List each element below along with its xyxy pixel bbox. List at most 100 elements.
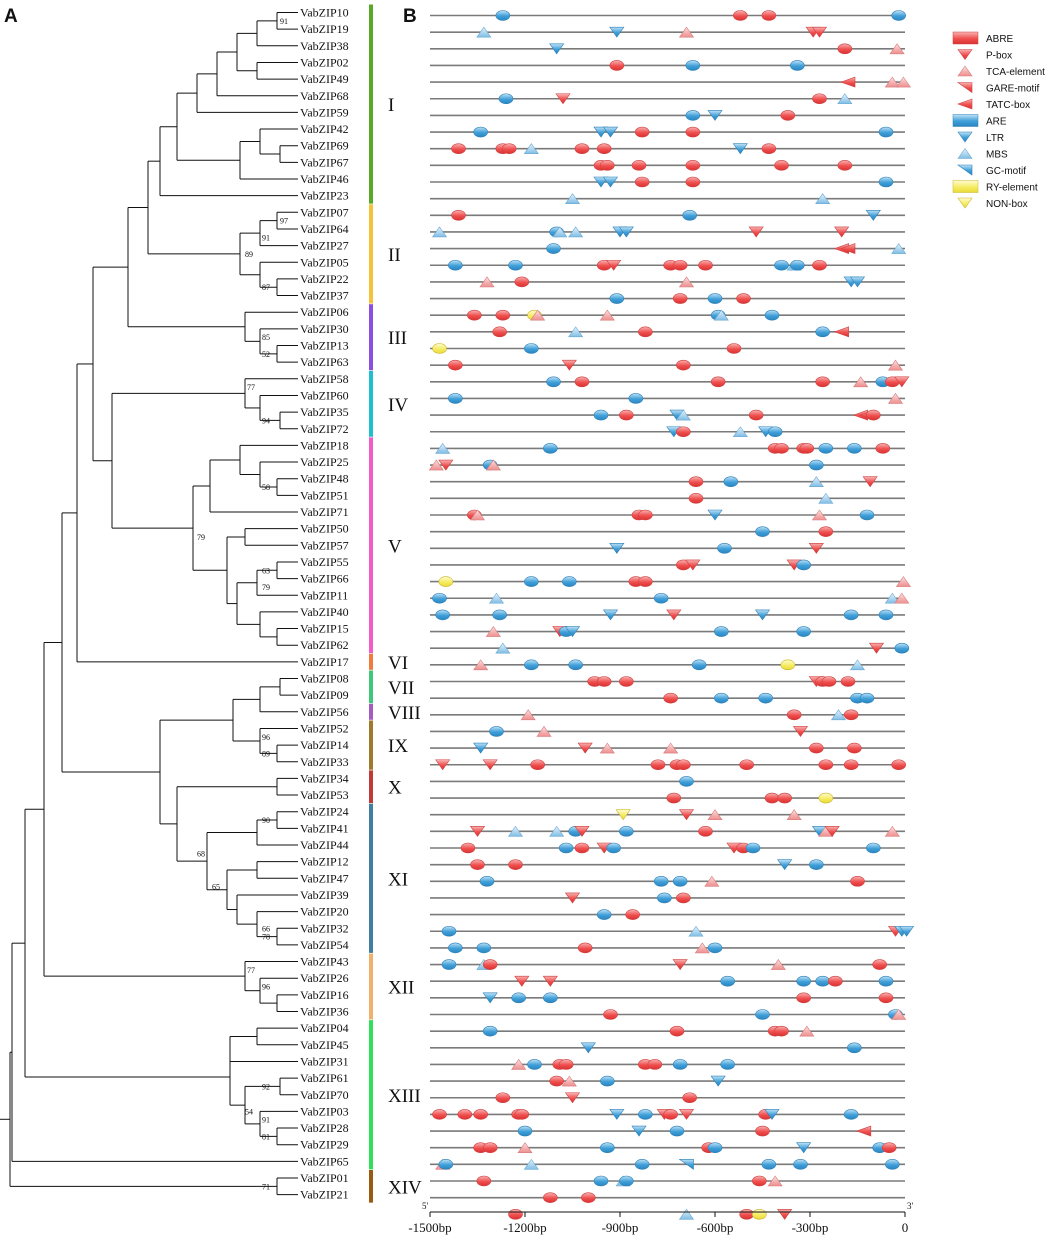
motif-are [767, 426, 783, 438]
motif-ltr [777, 859, 793, 871]
motif-abre [666, 792, 682, 804]
motif-mbs [818, 492, 834, 504]
bootstrap-value: 91 [280, 17, 288, 26]
gene-label: VabZIP69 [300, 139, 349, 153]
motif-are [878, 176, 894, 188]
gene-label: VabZIP64 [300, 222, 349, 236]
motif-abre [685, 126, 701, 138]
gene-label: VabZIP12 [300, 855, 349, 869]
motif-abre [514, 276, 530, 288]
motif-are [600, 1075, 615, 1087]
motif-abre [726, 343, 742, 354]
motif-abre [495, 309, 511, 321]
motif-tca-element [887, 359, 904, 371]
motif-are [524, 659, 539, 671]
motif-are [508, 259, 523, 271]
motif-mbs [891, 243, 907, 254]
legend-label: TCA-element [986, 67, 1045, 78]
group-label: IV [388, 395, 408, 416]
gene-label: VabZIP48 [300, 472, 349, 486]
motif-are [543, 443, 558, 454]
motif-tca-element [786, 809, 802, 821]
group-color-bar [369, 4, 373, 204]
bootstrap-value: 97 [280, 217, 288, 226]
motif-are [628, 393, 644, 404]
gene-label: VabZIP57 [300, 538, 349, 552]
legend-swatch [957, 98, 973, 110]
motif-p-box [678, 809, 695, 821]
motif-are [441, 925, 457, 937]
gene-label: VabZIP33 [300, 755, 349, 769]
motif-abre [812, 93, 827, 105]
legend-swatch [952, 114, 979, 127]
motif-p-box [777, 1209, 793, 1220]
group-label: X [388, 778, 402, 799]
motif-abre [875, 443, 891, 454]
motif-p-box [834, 226, 850, 238]
group-color-bar [369, 437, 373, 654]
gene-label: VabZIP60 [300, 388, 349, 402]
motif-abre [638, 326, 653, 338]
motif-are [891, 10, 906, 21]
axis-tick-label: -300bp [792, 1220, 829, 1235]
motif-abre [558, 1059, 574, 1070]
motif-ltr [609, 1109, 625, 1120]
gene-label: VabZIP58 [300, 372, 349, 386]
motif-mbs [675, 409, 691, 421]
group-color-bar [369, 720, 373, 770]
motif-abre [812, 259, 827, 271]
gene-label: VabZIP39 [300, 888, 349, 902]
gene-label: VabZIP66 [300, 572, 349, 586]
motif-abre [878, 992, 894, 1004]
legend-item: P-box [957, 49, 1012, 62]
gene-label: VabZIP34 [300, 771, 349, 785]
motif-abre [634, 176, 650, 188]
motif-mbs [678, 1208, 695, 1220]
motif-are [606, 842, 621, 854]
motif-tca-element [561, 1075, 577, 1087]
gene-label: VabZIP47 [300, 871, 349, 885]
motif-tca-element [895, 576, 911, 587]
gene-label: VabZIP36 [300, 1005, 349, 1019]
motif-are [476, 942, 492, 954]
legend-label: NON-box [986, 199, 1028, 210]
motif-abre [574, 143, 590, 154]
motif-ltr [849, 276, 866, 288]
motif-are [672, 1059, 688, 1070]
motif-are [546, 243, 561, 254]
axis-tick-label: -600bp [697, 1220, 734, 1235]
motif-abre [755, 1125, 770, 1137]
motif-abre [467, 309, 482, 321]
motif-are [438, 1159, 454, 1170]
group-color-bar [369, 370, 373, 437]
axis-tick-label: -900bp [602, 1220, 639, 1235]
legend-item: MBS [957, 147, 1008, 161]
motif-non-box [615, 809, 631, 821]
motif-are [543, 992, 558, 1004]
bootstrap-value: 66 [262, 924, 270, 933]
motif-ltr [631, 1125, 647, 1137]
motif-tca-element [517, 1142, 533, 1153]
motif-abre [881, 1142, 897, 1153]
motif-abre [774, 1025, 789, 1037]
motif-are [432, 592, 447, 604]
motif-ltr [482, 992, 498, 1004]
motif-abre [460, 842, 476, 854]
motif-are [745, 842, 761, 854]
motif-tca-element [694, 942, 710, 954]
motif-are [717, 542, 732, 554]
motif-ltr [899, 925, 915, 937]
motif-are [815, 326, 830, 338]
legend-swatch [952, 31, 979, 45]
motif-are [634, 1159, 650, 1170]
motif-mbs [713, 309, 729, 321]
gene-label: VabZIP45 [300, 1038, 349, 1052]
motif-are [479, 875, 495, 887]
motif-abre [596, 676, 612, 687]
motif-are [714, 692, 729, 704]
motif-tca-element [889, 43, 905, 55]
motif-are [685, 60, 701, 71]
motif-abre [739, 1209, 754, 1220]
